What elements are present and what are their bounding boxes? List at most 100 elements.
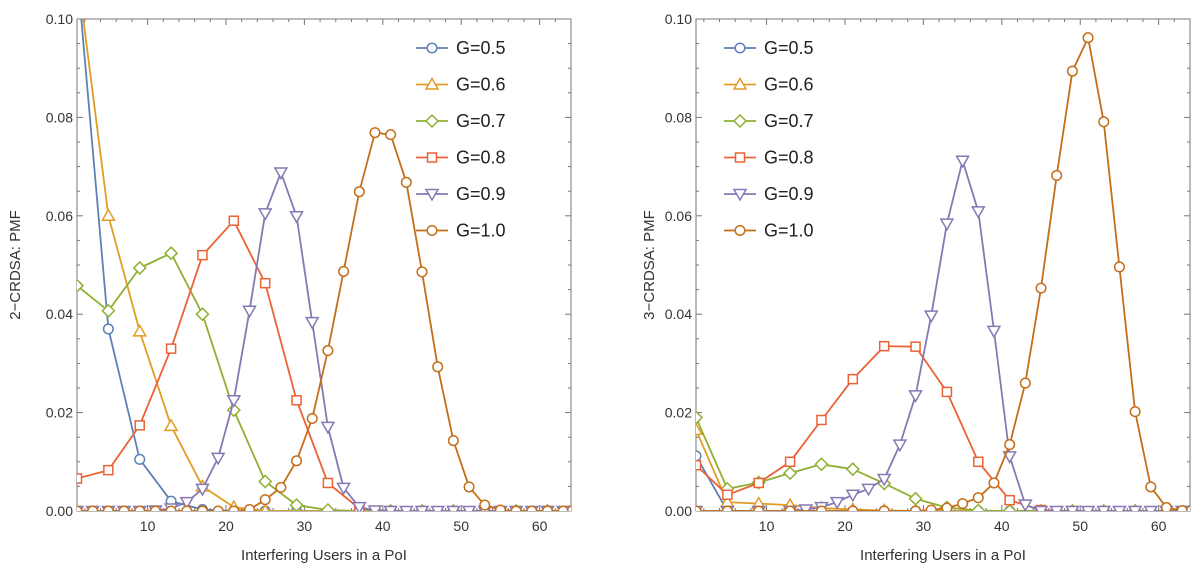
- data-point: [399, 505, 414, 511]
- x-tick-label: 40: [375, 518, 391, 534]
- data-point: [196, 505, 209, 511]
- data-point: [696, 450, 702, 462]
- data-point: [565, 505, 571, 511]
- data-point: [291, 455, 303, 467]
- data-point: [910, 505, 922, 511]
- data-point: [400, 176, 412, 188]
- legend-item: G=0.5: [724, 38, 814, 58]
- data-point: [876, 473, 892, 487]
- data-point: [1143, 505, 1159, 511]
- x-tick-label: 10: [759, 518, 775, 534]
- legend-marker: [732, 188, 748, 202]
- data-point: [816, 414, 827, 426]
- data-point: [1019, 377, 1031, 389]
- series-line: [82, 19, 571, 511]
- data-point: [1145, 481, 1157, 493]
- data-point: [351, 501, 367, 511]
- data-point: [195, 307, 210, 322]
- data-point: [847, 373, 859, 385]
- data-point: [971, 503, 986, 511]
- y-tick-label: 0.04: [665, 306, 692, 322]
- x-tick-label: 60: [1151, 518, 1167, 534]
- data-point: [416, 266, 428, 278]
- data-point: [432, 361, 444, 373]
- legend-item: G=0.7: [416, 111, 506, 131]
- data-point: [847, 505, 859, 511]
- data-point: [941, 386, 953, 398]
- data-point: [829, 496, 845, 510]
- series-line: [696, 345, 1190, 511]
- y-tick-label: 0.02: [665, 405, 692, 421]
- x-tick-label: 50: [453, 518, 469, 534]
- legend-marker: [734, 224, 746, 237]
- legend-label: G=0.9: [456, 184, 506, 204]
- data-point: [1051, 169, 1063, 182]
- y-tick-label: 0.08: [46, 109, 73, 125]
- data-point: [447, 435, 459, 447]
- data-point: [273, 167, 289, 181]
- legend-marker: [426, 152, 438, 163]
- x-tick-label: 20: [218, 518, 234, 534]
- data-point: [541, 505, 554, 511]
- x-tick-label: 30: [297, 518, 313, 534]
- series-line: [696, 159, 1183, 511]
- data-point: [164, 246, 179, 261]
- data-point: [696, 410, 704, 425]
- data-point: [338, 265, 350, 277]
- data-point: [1098, 116, 1110, 128]
- data-point: [134, 505, 146, 511]
- data-point: [304, 316, 320, 330]
- data-point: [845, 462, 860, 477]
- legend-item: G=0.6: [724, 75, 814, 95]
- series-G=0.6: [696, 422, 1190, 511]
- data-point: [1066, 65, 1078, 77]
- data-point: [103, 464, 114, 476]
- legend-marker: [734, 42, 746, 54]
- data-point: [988, 477, 1000, 489]
- data-point: [845, 489, 861, 503]
- data-point: [260, 503, 270, 511]
- legend-label: G=0.6: [456, 75, 506, 95]
- legend-item: G=0.8: [724, 148, 814, 168]
- data-point: [878, 340, 890, 352]
- data-point: [970, 206, 986, 219]
- data-point: [1160, 502, 1173, 511]
- data-point: [243, 503, 256, 511]
- data-point: [1033, 505, 1049, 511]
- data-point: [784, 505, 796, 511]
- data-point: [212, 505, 224, 511]
- data-point: [557, 505, 569, 511]
- x-axis-label: Interfering Users in a PoI: [860, 547, 1026, 564]
- legend: G=0.5 G=0.6 G=0.7 G=0.8 G=0.9 G=1.0: [724, 38, 814, 241]
- data-point: [242, 305, 257, 319]
- data-point: [892, 439, 908, 453]
- legend-marker: [732, 113, 748, 129]
- data-point: [753, 477, 764, 489]
- data-point: [1176, 504, 1188, 511]
- data-point: [1018, 499, 1033, 511]
- data-point: [320, 502, 335, 511]
- plot-area: [77, 19, 571, 511]
- data-point: [210, 452, 226, 466]
- data-point: [1049, 505, 1064, 511]
- series-G=1.0: [77, 127, 569, 511]
- data-point: [132, 323, 148, 337]
- legend-label: G=1.0: [764, 221, 814, 241]
- data-point: [102, 505, 114, 511]
- y-tick-label: 0.06: [665, 208, 692, 224]
- legend-item: G=1.0: [724, 221, 814, 241]
- data-point: [908, 491, 923, 506]
- data-point: [1065, 505, 1080, 511]
- x-tick-label: 40: [994, 518, 1010, 534]
- data-point: [753, 505, 765, 511]
- data-point: [306, 412, 318, 425]
- legend-marker: [734, 152, 746, 163]
- y-tick-label: 0.06: [46, 208, 73, 224]
- data-point: [87, 505, 99, 511]
- data-point: [353, 186, 365, 198]
- data-point: [696, 422, 704, 436]
- data-point: [336, 482, 351, 496]
- legend-item: G=0.7: [724, 111, 814, 131]
- data-point: [696, 459, 702, 471]
